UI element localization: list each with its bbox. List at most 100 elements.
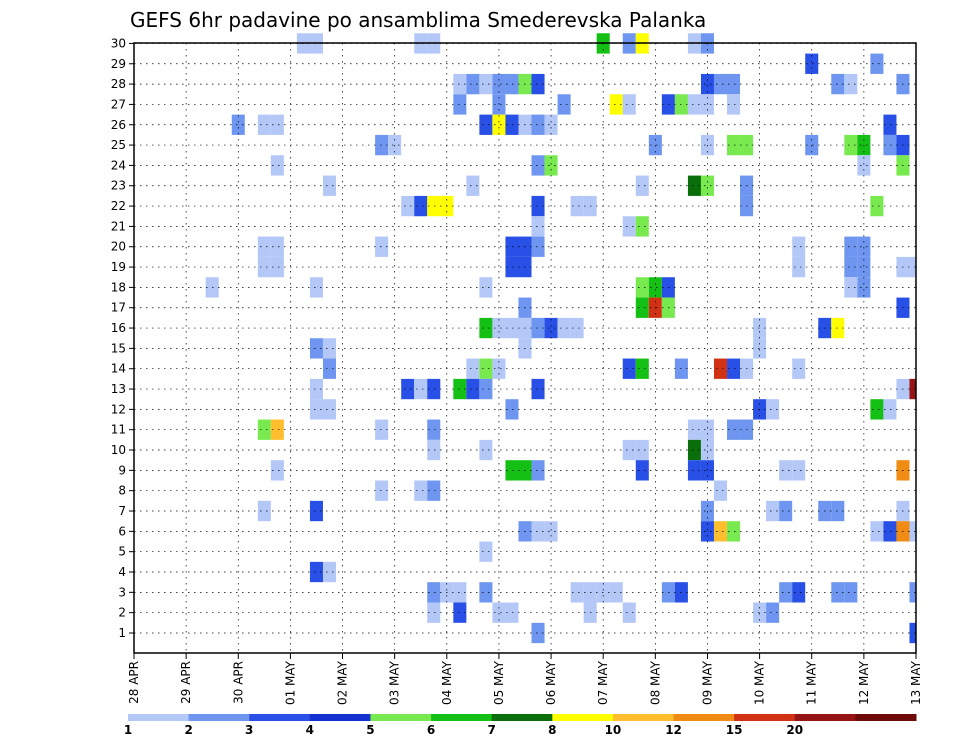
- precip-cell: [309, 378, 323, 400]
- y-tick-label: 11: [111, 423, 126, 437]
- precip-cell: [687, 460, 701, 481]
- precip-cell: [766, 500, 780, 522]
- precip-cell: [700, 521, 714, 542]
- precip-cell: [909, 378, 916, 400]
- precip-cell: [622, 216, 636, 237]
- precip-cell: [713, 73, 728, 95]
- colorbar-swatch: [370, 714, 432, 721]
- precip-cell: [270, 460, 284, 481]
- precip-cell: [531, 73, 545, 95]
- precip-cell: [700, 439, 714, 461]
- x-tick-label: 10 MAY: [753, 660, 767, 705]
- precip-cell: [622, 602, 636, 623]
- precip-cell: [492, 317, 506, 339]
- y-axis: 1234567891011121314151617181920212223242…: [111, 36, 134, 640]
- precip-cell: [622, 439, 636, 461]
- precip-cell: [479, 317, 493, 339]
- precip-cell: [635, 439, 649, 461]
- colorbar-label: 7: [488, 723, 496, 737]
- precip-cell: [727, 73, 741, 95]
- x-tick-label: 07 MAY: [596, 660, 610, 705]
- precip-cell: [479, 277, 493, 298]
- colorbar-swatch: [552, 714, 614, 721]
- x-tick-label: 28 APR: [127, 661, 141, 704]
- precip-cell: [505, 236, 519, 257]
- colorbar-label: 1: [124, 723, 132, 737]
- precip-cell: [713, 480, 728, 501]
- x-tick-label: 06 MAY: [544, 660, 558, 705]
- precip-cell: [479, 582, 493, 603]
- precip-cell: [231, 114, 245, 135]
- precip-cell: [700, 419, 714, 440]
- precip-cell: [492, 73, 506, 95]
- precip-cell: [309, 561, 323, 583]
- precip-cell: [309, 399, 323, 420]
- precip-cell: [909, 256, 916, 278]
- cells-layer: [205, 33, 916, 644]
- colorbar-label: 2: [184, 723, 192, 737]
- y-tick-label: 26: [111, 118, 126, 132]
- precip-cell: [401, 195, 415, 217]
- precip-cell: [844, 277, 858, 298]
- precip-cell: [505, 73, 519, 95]
- precip-cell: [700, 73, 714, 95]
- precip-cell: [309, 500, 323, 522]
- y-tick-label: 29: [111, 57, 126, 71]
- precip-cell: [727, 419, 741, 440]
- y-tick-label: 24: [111, 158, 126, 172]
- x-tick-label: 13 MAY: [909, 660, 923, 705]
- precip-cell: [831, 317, 845, 339]
- precip-cell: [870, 521, 884, 542]
- precip-cell: [805, 53, 819, 74]
- y-tick-label: 25: [111, 138, 126, 152]
- precip-cell: [831, 582, 845, 603]
- precip-cell: [257, 419, 271, 440]
- precip-cell: [844, 236, 858, 257]
- precip-cell: [322, 561, 337, 583]
- y-tick-label: 14: [111, 362, 126, 376]
- colorbar-label: 3: [245, 723, 253, 737]
- precip-cell: [727, 94, 741, 115]
- x-tick-label: 09 MAY: [700, 660, 714, 705]
- y-tick-label: 28: [111, 77, 126, 91]
- precip-cell: [635, 216, 649, 237]
- precip-cell: [375, 419, 389, 440]
- y-tick-label: 3: [118, 585, 126, 599]
- precip-cell: [466, 358, 480, 379]
- precip-cell: [792, 582, 806, 603]
- precip-cell: [453, 602, 467, 623]
- precip-cell: [557, 317, 571, 339]
- precip-cell: [687, 439, 701, 461]
- y-tick-label: 17: [111, 301, 126, 315]
- precip-cell: [635, 297, 649, 318]
- precip-cell: [687, 94, 701, 115]
- precip-cell: [844, 73, 858, 95]
- precip-cell: [609, 94, 623, 115]
- precip-cell: [466, 378, 480, 400]
- precip-cell: [257, 500, 271, 522]
- y-tick-label: 2: [118, 606, 126, 620]
- precip-cell: [779, 500, 793, 522]
- precip-cell: [570, 195, 584, 217]
- colorbar-label: 10: [605, 723, 622, 737]
- colorbar-label: 15: [726, 723, 743, 737]
- precip-cell: [557, 94, 571, 115]
- precip-cell: [766, 602, 780, 623]
- colorbar-swatch: [794, 714, 856, 721]
- precip-cell: [687, 419, 701, 440]
- precip-cell: [531, 114, 545, 135]
- x-tick-label: 29 APR: [179, 661, 193, 704]
- precip-cell: [453, 94, 467, 115]
- precip-cell: [883, 399, 897, 420]
- colorbar-swatch: [309, 714, 371, 721]
- colorbar-swatch: [855, 714, 917, 721]
- y-tick-label: 15: [111, 341, 126, 355]
- precip-cell: [322, 399, 337, 420]
- precip-cell: [531, 236, 545, 257]
- precip-cell: [831, 500, 845, 522]
- precip-cell: [466, 175, 480, 196]
- precip-cell: [270, 236, 284, 257]
- precip-cell: [544, 114, 558, 135]
- precip-cell: [466, 73, 480, 95]
- precip-cell: [792, 358, 806, 379]
